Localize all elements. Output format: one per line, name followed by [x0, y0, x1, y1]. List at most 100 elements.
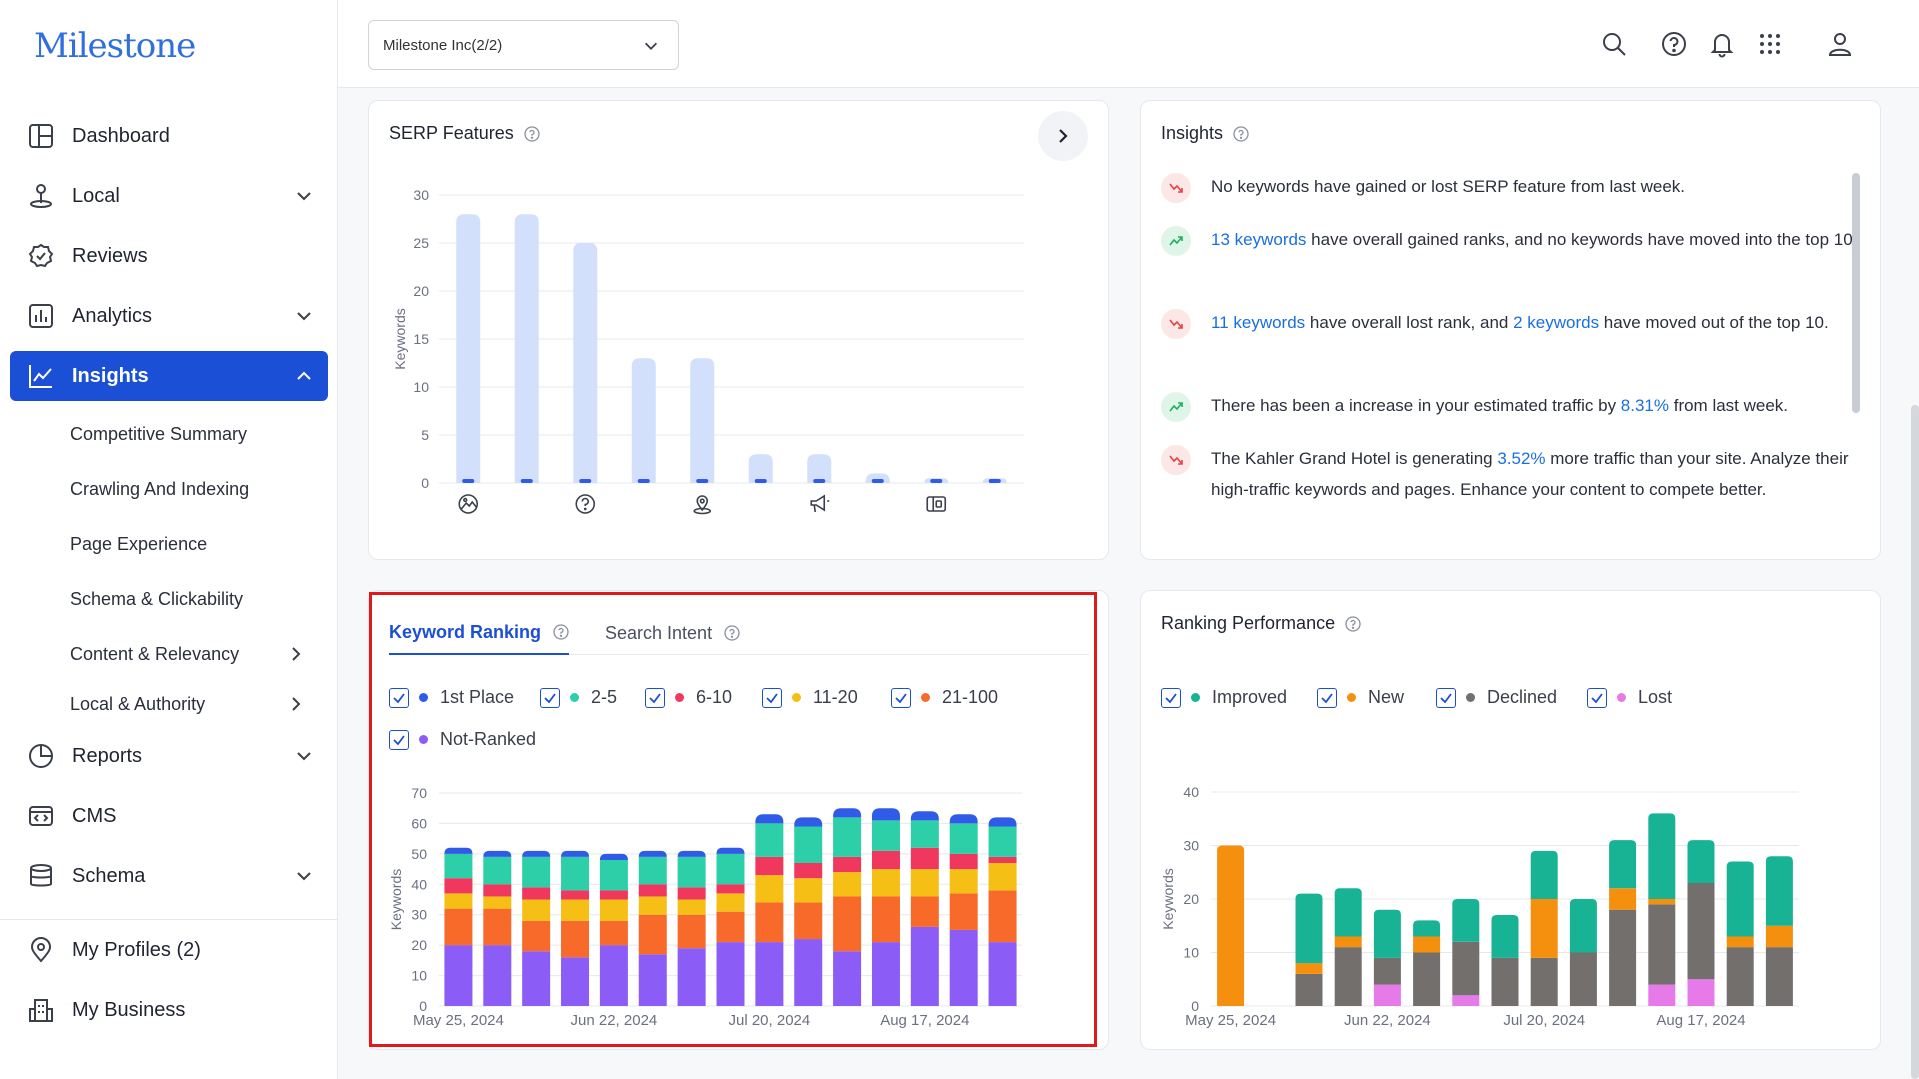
next-arrow-button[interactable] — [1038, 111, 1088, 161]
legend-label: Lost — [1638, 687, 1673, 707]
sidebar-item-label: Dashboard — [72, 124, 170, 147]
stack-segment — [1413, 920, 1441, 937]
sidebar-subitem-label: Crawling And Indexing — [70, 478, 250, 499]
milestone-logo[interactable]: Milestone — [34, 26, 196, 66]
stack-segment — [871, 942, 900, 1006]
sidebar-item-reports[interactable]: Reports — [10, 731, 328, 781]
insight-text: 13 keywords have overall gained ranks, a… — [1211, 224, 1857, 256]
serp-bar-base — [637, 479, 650, 483]
sidebar-item-insights[interactable]: Insights — [10, 351, 328, 401]
stack-segment — [483, 908, 512, 946]
info-icon[interactable] — [724, 625, 740, 641]
checkbox-checked-icon[interactable] — [1317, 687, 1337, 708]
organization-select[interactable]: Milestone Inc(2/2) — [368, 20, 679, 70]
x-tick-label: Jul 20, 2024 — [1503, 1012, 1585, 1029]
stack-segment — [599, 920, 628, 946]
sidebar-item-analytics[interactable]: Analytics — [10, 291, 328, 341]
legend-item[interactable]: New — [1317, 687, 1404, 708]
stack-segment — [561, 850, 590, 857]
stack-segment — [988, 826, 1017, 857]
checkbox-checked-icon[interactable] — [891, 687, 911, 708]
insight-link[interactable]: 13 keywords — [1211, 230, 1307, 249]
checkbox-checked-icon[interactable] — [1436, 687, 1456, 708]
sidebar-item-local[interactable]: Local — [10, 171, 328, 221]
legend-item[interactable]: Improved — [1161, 687, 1287, 708]
insight-link[interactable]: 3.52% — [1497, 449, 1546, 468]
sidebar-item-reviews[interactable]: Reviews — [10, 231, 328, 281]
sidebar-item-dashboard[interactable]: Dashboard — [10, 111, 328, 161]
stack-segment — [755, 814, 784, 824]
top-bar: Milestone Inc(2/2) — [338, 0, 1919, 88]
stack-segment — [833, 951, 862, 1006]
sidebar-item-my-business[interactable]: My Business — [10, 985, 328, 1035]
keyword-ranking-card: Keyword Ranking Search Intent 1st Place 2… — [368, 590, 1109, 1050]
insight-row: No keywords have gained or lost SERP fea… — [1161, 171, 1861, 203]
info-icon[interactable] — [524, 125, 540, 142]
tab-search-intent[interactable]: Search Intent — [605, 611, 740, 655]
help-icon[interactable] — [1660, 30, 1688, 58]
notification-bell-icon[interactable] — [1708, 30, 1736, 58]
y-axis-label: Keywords — [388, 869, 404, 930]
stack-segment — [638, 896, 667, 915]
y-tick-label: 20 — [1183, 891, 1199, 907]
stack-segment — [638, 884, 667, 897]
stack-segment — [561, 856, 590, 891]
app-icon — [926, 496, 947, 512]
insights-scrollbar[interactable] — [1852, 173, 1860, 413]
stack-segment — [988, 856, 1017, 863]
legend-item[interactable]: 6-10 — [645, 687, 732, 708]
stack-segment — [1648, 813, 1676, 899]
stack-segment — [561, 957, 590, 1006]
checkbox-checked-icon[interactable] — [389, 729, 409, 750]
insight-text-part: There has been a increase in your estima… — [1211, 396, 1621, 415]
search-icon[interactable] — [1600, 30, 1628, 58]
sidebar-subitem-crawling-indexing[interactable]: Crawling And Indexing — [70, 469, 320, 509]
serp-bar-base — [871, 479, 884, 483]
page-scrollbar[interactable] — [1911, 405, 1919, 1079]
sidebar-subitem-competitive-summary[interactable]: Competitive Summary — [70, 414, 320, 454]
user-profile-icon[interactable] — [1826, 30, 1854, 58]
schema-icon — [26, 861, 56, 891]
y-axis-label: Keywords — [392, 308, 408, 369]
insight-link[interactable]: 2 keywords — [1513, 313, 1600, 332]
sidebar-subitem-schema-clickability[interactable]: Schema & Clickability — [70, 579, 320, 619]
legend-label: 21-100 — [942, 687, 999, 707]
checkbox-checked-icon[interactable] — [1161, 687, 1181, 708]
apps-grid-icon[interactable] — [1756, 30, 1784, 58]
stack-segment — [1217, 845, 1245, 1006]
checkbox-checked-icon[interactable] — [645, 687, 665, 708]
stack-segment — [1373, 909, 1401, 958]
stack-segment — [677, 948, 706, 1006]
insight-link[interactable]: 11 keywords — [1211, 313, 1306, 332]
info-icon[interactable] — [1233, 125, 1249, 142]
sidebar-item-cms[interactable]: CMS — [10, 791, 328, 841]
legend-item[interactable]: 11-20 — [762, 687, 858, 708]
stack-segment — [949, 929, 978, 1006]
stack-segment — [949, 823, 978, 854]
checkbox-checked-icon[interactable] — [762, 687, 782, 708]
checkbox-checked-icon[interactable] — [540, 687, 560, 708]
serp-bar — [631, 358, 656, 483]
stack-segment — [1334, 888, 1362, 937]
info-icon[interactable] — [1345, 615, 1361, 632]
sidebar-item-schema[interactable]: Schema — [10, 851, 328, 901]
sidebar-subitem-page-experience[interactable]: Page Experience — [70, 524, 320, 564]
legend-item[interactable]: Not-Ranked — [389, 729, 536, 750]
checkbox-checked-icon[interactable] — [389, 687, 409, 708]
info-icon[interactable] — [553, 624, 569, 640]
checkbox-checked-icon[interactable] — [1587, 687, 1607, 708]
stack-segment — [1334, 936, 1362, 948]
sidebar-item-my-profiles[interactable]: My Profiles (2) — [10, 925, 328, 975]
legend-item[interactable]: 1st Place — [389, 687, 514, 708]
stack-segment — [522, 899, 551, 921]
stack-segment — [833, 817, 862, 857]
legend-item[interactable]: Lost — [1587, 687, 1672, 708]
insight-link[interactable]: 8.31% — [1620, 396, 1669, 415]
image-icon — [458, 494, 479, 514]
sidebar-subitem-content-relevancy[interactable]: Content & Relevancy — [70, 634, 320, 674]
legend-item[interactable]: 2-5 — [540, 687, 617, 708]
tab-keyword-ranking[interactable]: Keyword Ranking — [389, 611, 570, 655]
legend-item[interactable]: Declined — [1436, 687, 1557, 708]
sidebar-subitem-local-authority[interactable]: Local & Authority — [70, 684, 320, 724]
legend-item[interactable]: 21-100 — [891, 687, 998, 708]
